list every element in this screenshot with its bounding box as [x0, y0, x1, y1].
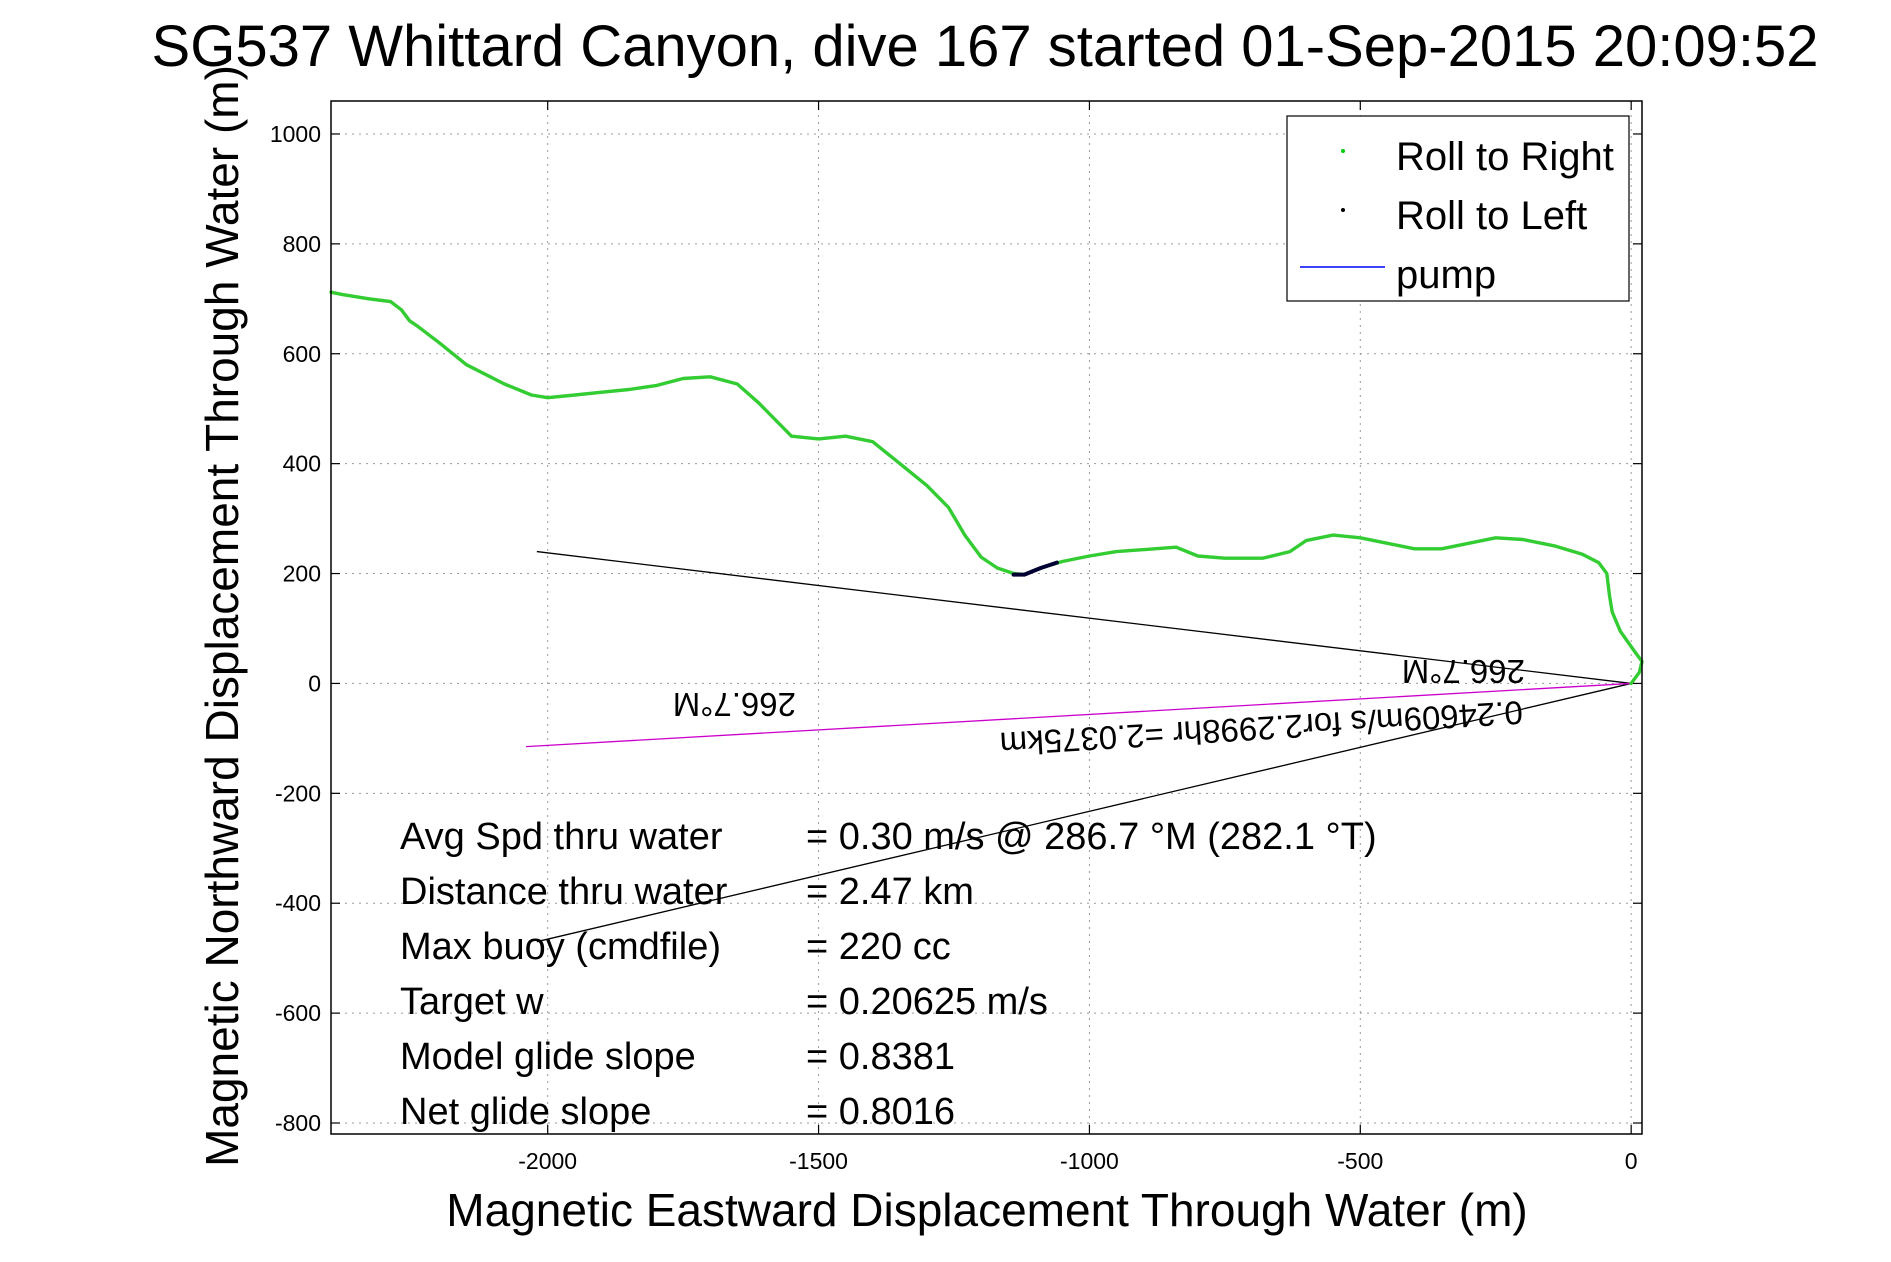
series-roll-to-left [1011, 560, 1059, 577]
plot-frame [330, 100, 1643, 1135]
legend-marker-roll-left [1341, 208, 1345, 212]
y-tick-label: 200 [283, 561, 321, 587]
legend-label-pump: pump [1396, 253, 1496, 297]
legend-label-roll-right: Roll to Right [1396, 135, 1614, 179]
stat-label: Target w [400, 981, 544, 1023]
heading-label-large: 266.7°M [673, 686, 796, 723]
legend: Roll to Right Roll to Left pump [1286, 115, 1630, 302]
series-roll-to-right [329, 290, 1644, 686]
stat-value: = 0.8381 [806, 1036, 955, 1078]
legend-marker-roll-right [1341, 149, 1345, 153]
stat-label: Distance thru water [400, 871, 728, 913]
stat-value: = 0.30 m/s @ 286.7 °M (282.1 °T) [806, 816, 1377, 858]
displacement-arrow-1 [536, 550, 1632, 685]
x-tick-label: 0 [1625, 1148, 1638, 1174]
y-tick-label: -600 [275, 1000, 321, 1026]
stat-value: = 0.8016 [806, 1091, 955, 1133]
x-tick-label: -1500 [789, 1148, 848, 1174]
x-tick-label: -500 [1337, 1148, 1383, 1174]
y-tick-label: 600 [283, 341, 321, 367]
y-tick-label: -400 [275, 890, 321, 916]
y-tick-label: 1000 [270, 121, 321, 147]
stat-label: Net glide slope [400, 1091, 651, 1133]
glider-track [329, 290, 1644, 686]
x-tick-label: -2000 [518, 1148, 577, 1174]
legend-label-roll-left: Roll to Left [1396, 194, 1587, 238]
chart-title: SG537 Whittard Canyon, dive 167 started … [152, 14, 1819, 79]
y-tick-label: 800 [283, 231, 321, 257]
stat-label: Max buoy (cmdfile) [400, 926, 721, 968]
y-tick-label: 0 [308, 670, 321, 696]
y-axis-label: Magnetic Northward Displacement Through … [196, 65, 248, 1167]
x-tick-label: -1000 [1060, 1148, 1119, 1174]
y-tick-label: -800 [275, 1110, 321, 1136]
x-axis-label: Magnetic Eastward Displacement Through W… [446, 1184, 1527, 1236]
heading-label-small: 266.7°M [1402, 653, 1525, 690]
heading-labels: 266.7°M 0.24609m/s for2.2998hr =2.0375km… [673, 653, 1525, 763]
dive-statistics: Avg Spd thru water = 0.30 m/s @ 286.7 °M … [400, 816, 1377, 1133]
displacement-arrow-2 [536, 682, 1632, 943]
displacement-arrows [525, 550, 1632, 943]
grid-lines [331, 101, 1642, 1134]
stat-value: = 220 cc [806, 926, 951, 968]
axis-ticks: -2000 -1500 -1000 -500 0-800-600-400-2000200… [270, 101, 1642, 1174]
y-tick-label: 400 [283, 451, 321, 477]
stat-value: = 0.20625 m/s [806, 981, 1048, 1023]
y-tick-label: -200 [275, 780, 321, 806]
stat-label: Model glide slope [400, 1036, 696, 1078]
displacement-arrow-3 [525, 682, 1632, 748]
stat-label: Avg Spd thru water [400, 816, 723, 858]
stat-value: = 2.47 km [806, 871, 974, 913]
